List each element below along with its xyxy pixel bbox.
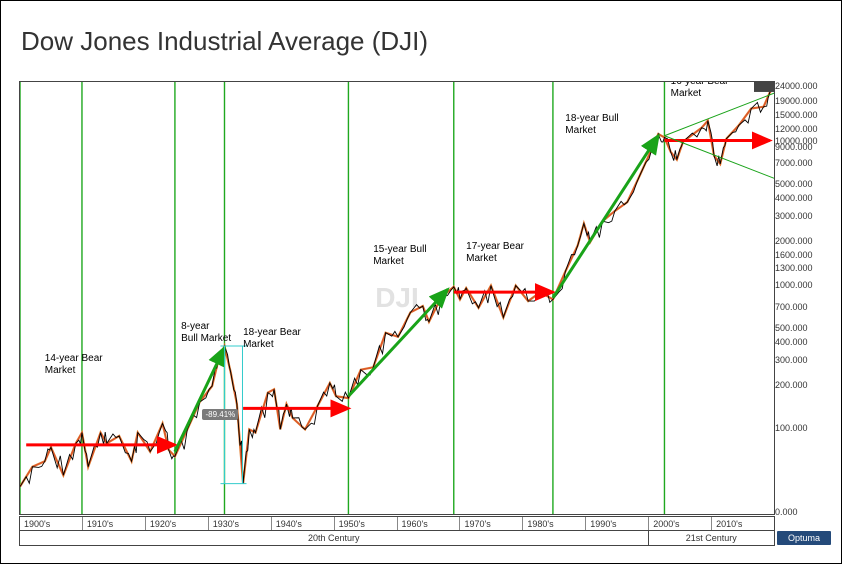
- y-tick: 12000.000: [775, 124, 818, 134]
- y-tick: 400.000: [775, 337, 808, 347]
- y-tick: 7000.000: [775, 158, 813, 168]
- y-tick: 9000.000: [775, 142, 813, 152]
- annotation: 14-year BearMarket: [45, 353, 103, 377]
- y-tick: 4000.000: [775, 193, 813, 203]
- decade-cell: 1950's: [335, 517, 398, 530]
- plot-area: DJI -89.41%14-year BearMarket8-yearBull …: [19, 81, 775, 515]
- y-tick: 1300.000: [775, 263, 813, 273]
- century-cell: 21st Century: [649, 531, 775, 545]
- decade-cell: 1920's: [146, 517, 209, 530]
- annotation: 15-year BullMarket: [373, 244, 426, 268]
- decade-cell: 1900's: [20, 517, 83, 530]
- y-tick: 5000.000: [775, 179, 813, 189]
- decade-cell: 1960's: [398, 517, 461, 530]
- decade-cell: 1940's: [272, 517, 335, 530]
- y-tick: 3000.000: [775, 211, 813, 221]
- century-cell: 20th Century: [20, 531, 649, 545]
- y-tick: 500.000: [775, 323, 808, 333]
- y-tick: 1000.000: [775, 280, 813, 290]
- decade-cell: 2010's: [712, 517, 774, 530]
- decade-cell: 2000's: [649, 517, 712, 530]
- annotation: 18-year BearMarket: [243, 327, 301, 351]
- annotation: 18-year BullMarket: [565, 113, 618, 137]
- crash-badge: -89.41%: [202, 409, 238, 420]
- y-tick: 24000.000: [775, 81, 818, 91]
- y-tick: 0.000: [775, 507, 798, 517]
- decade-cell: 1910's: [83, 517, 146, 530]
- y-tick: 15000.000: [775, 110, 818, 120]
- y-tick: 200.000: [775, 380, 808, 390]
- chart-frame: Dow Jones Industrial Average (DJI) DJI -…: [0, 0, 842, 564]
- brand-badge: Optuma: [777, 531, 831, 545]
- chart-svg: [20, 82, 775, 515]
- annotation: 17-year BearMarket: [466, 241, 524, 265]
- annotation: 8-yearBull Market: [181, 321, 231, 345]
- y-tick: 100.000: [775, 423, 808, 433]
- y-tick: 300.000: [775, 355, 808, 365]
- annotation: 16-year BearMarket: [671, 81, 729, 100]
- decade-cell: 1990's: [586, 517, 649, 530]
- chart-title: Dow Jones Industrial Average (DJI): [21, 26, 428, 57]
- y-tick: 2000.000: [775, 236, 813, 246]
- decade-axis: 1900's1910's1920's1930's1940's1950's1960…: [19, 516, 775, 531]
- decade-cell: 1930's: [209, 517, 272, 530]
- century-axis: 20th Century21st Century: [19, 531, 775, 546]
- decade-cell: 1980's: [523, 517, 586, 530]
- y-axis-labels: 24000.000 19000.000 15000.000 12000.000 1000…: [775, 81, 831, 515]
- y-tick: 1600.000: [775, 250, 813, 260]
- y-tick: 19000.000: [775, 96, 818, 106]
- decade-cell: 1970's: [460, 517, 523, 530]
- y-tick: 700.000: [775, 302, 808, 312]
